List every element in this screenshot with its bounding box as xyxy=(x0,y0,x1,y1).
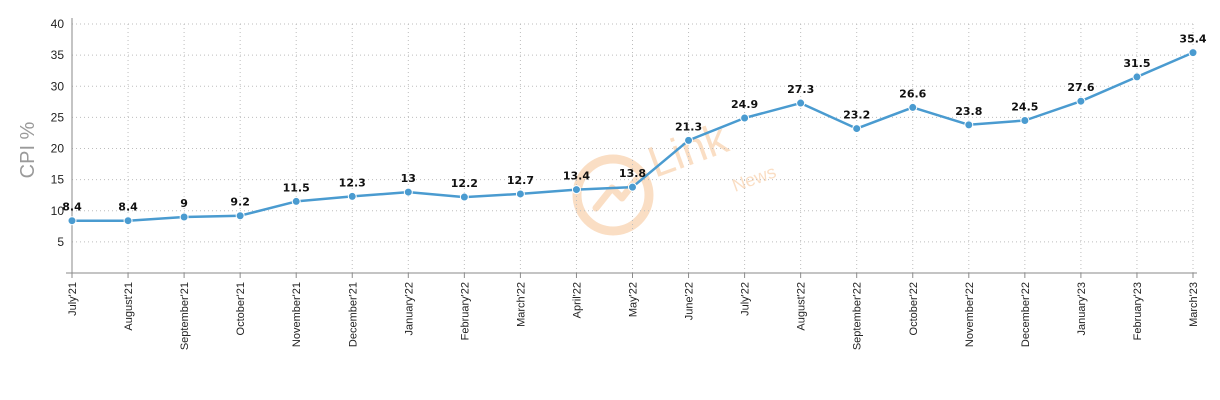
data-label: 12.7 xyxy=(507,174,534,187)
data-label: 12.2 xyxy=(451,177,478,190)
data-point xyxy=(67,216,77,226)
y-tick-label: 15 xyxy=(51,173,65,187)
y-axis-title: CPI % xyxy=(17,121,39,178)
data-label: 9.2 xyxy=(230,196,250,209)
y-tick-label: 5 xyxy=(57,235,64,249)
y-tick-label: 10 xyxy=(51,204,65,218)
x-tick-label: February'22 xyxy=(459,282,471,340)
data-point xyxy=(515,189,525,199)
x-tick-label: January'23 xyxy=(1076,282,1088,335)
x-tick-label: July'21 xyxy=(67,282,79,316)
x-tick-label: May'22 xyxy=(628,282,640,317)
y-tick-label: 35 xyxy=(51,48,65,62)
x-tick-label: April'22 xyxy=(571,282,583,318)
y-tick-label: 20 xyxy=(51,142,65,156)
data-label: 27.3 xyxy=(787,83,814,96)
watermark-circle xyxy=(572,154,654,236)
watermark-text-sub: News xyxy=(730,162,779,196)
data-label: 31.5 xyxy=(1123,57,1150,70)
x-tick-label: December'22 xyxy=(1020,282,1032,347)
data-label: 9 xyxy=(180,197,188,210)
x-tick-label: February'23 xyxy=(1132,282,1144,340)
x-tick-label: October'21 xyxy=(235,282,247,335)
x-tick-label: September'21 xyxy=(179,282,191,350)
data-point xyxy=(684,135,694,145)
data-label: 26.6 xyxy=(899,87,926,100)
x-tick-label: August'22 xyxy=(796,282,808,331)
data-point xyxy=(459,192,469,202)
axis-layer: 5 10 15 20 25 30 35 40 July'21 August'21 September… xyxy=(51,17,1200,350)
x-tick-label: January'22 xyxy=(403,282,415,335)
data-point xyxy=(1188,48,1198,58)
data-label: 24.9 xyxy=(731,98,758,111)
data-point xyxy=(628,182,637,192)
x-tick-label: December'21 xyxy=(347,282,359,347)
x-tick-label: October'22 xyxy=(908,282,920,335)
x-tick-label: March'22 xyxy=(515,282,527,327)
data-point xyxy=(1020,115,1030,125)
data-point xyxy=(1076,96,1086,106)
y-tick-label: 40 xyxy=(51,17,65,31)
x-tick-label: November'21 xyxy=(291,282,303,347)
data-label: 8.4 xyxy=(62,201,82,214)
data-point xyxy=(123,216,133,226)
data-point xyxy=(291,196,301,206)
data-point xyxy=(179,212,189,222)
data-label: 11.5 xyxy=(283,181,310,194)
data-point xyxy=(403,187,413,197)
data-label: 12.3 xyxy=(339,176,366,189)
x-tick-label: November'22 xyxy=(964,282,976,347)
x-tick-label: September'22 xyxy=(852,282,864,350)
data-label: 8.4 xyxy=(118,201,138,214)
data-label: 13 xyxy=(401,172,416,185)
data-point xyxy=(852,124,862,134)
data-label: 23.8 xyxy=(955,105,982,118)
grid-layer xyxy=(72,23,1194,273)
data-label: 23.2 xyxy=(843,109,870,122)
x-tick-label: March'23 xyxy=(1188,282,1200,327)
data-point xyxy=(1132,72,1142,82)
data-label-layer: 8.4 8.4 9 9.2 11.5 12.3 13 12.2 12.7 13.4 13.8 21.3… xyxy=(62,33,1207,214)
data-point xyxy=(908,102,918,112)
data-point xyxy=(347,191,357,201)
x-tick-label: June'22 xyxy=(684,282,696,320)
y-tick-label: 25 xyxy=(51,110,65,124)
data-point xyxy=(796,98,806,108)
data-point xyxy=(740,113,750,123)
series-layer xyxy=(67,48,1198,226)
data-label: 27.6 xyxy=(1067,81,1094,94)
y-tick-label: 30 xyxy=(51,79,65,93)
x-tick-label: July'22 xyxy=(740,282,752,316)
data-point xyxy=(964,120,974,130)
data-label: 24.5 xyxy=(1011,100,1038,113)
data-label: 21.3 xyxy=(675,120,702,133)
data-point xyxy=(235,211,245,221)
data-label: 13.4 xyxy=(563,170,590,183)
data-label: 35.4 xyxy=(1179,33,1206,46)
data-point xyxy=(571,185,581,195)
data-label: 13.8 xyxy=(619,167,646,180)
x-tick-label: August'21 xyxy=(123,282,135,331)
